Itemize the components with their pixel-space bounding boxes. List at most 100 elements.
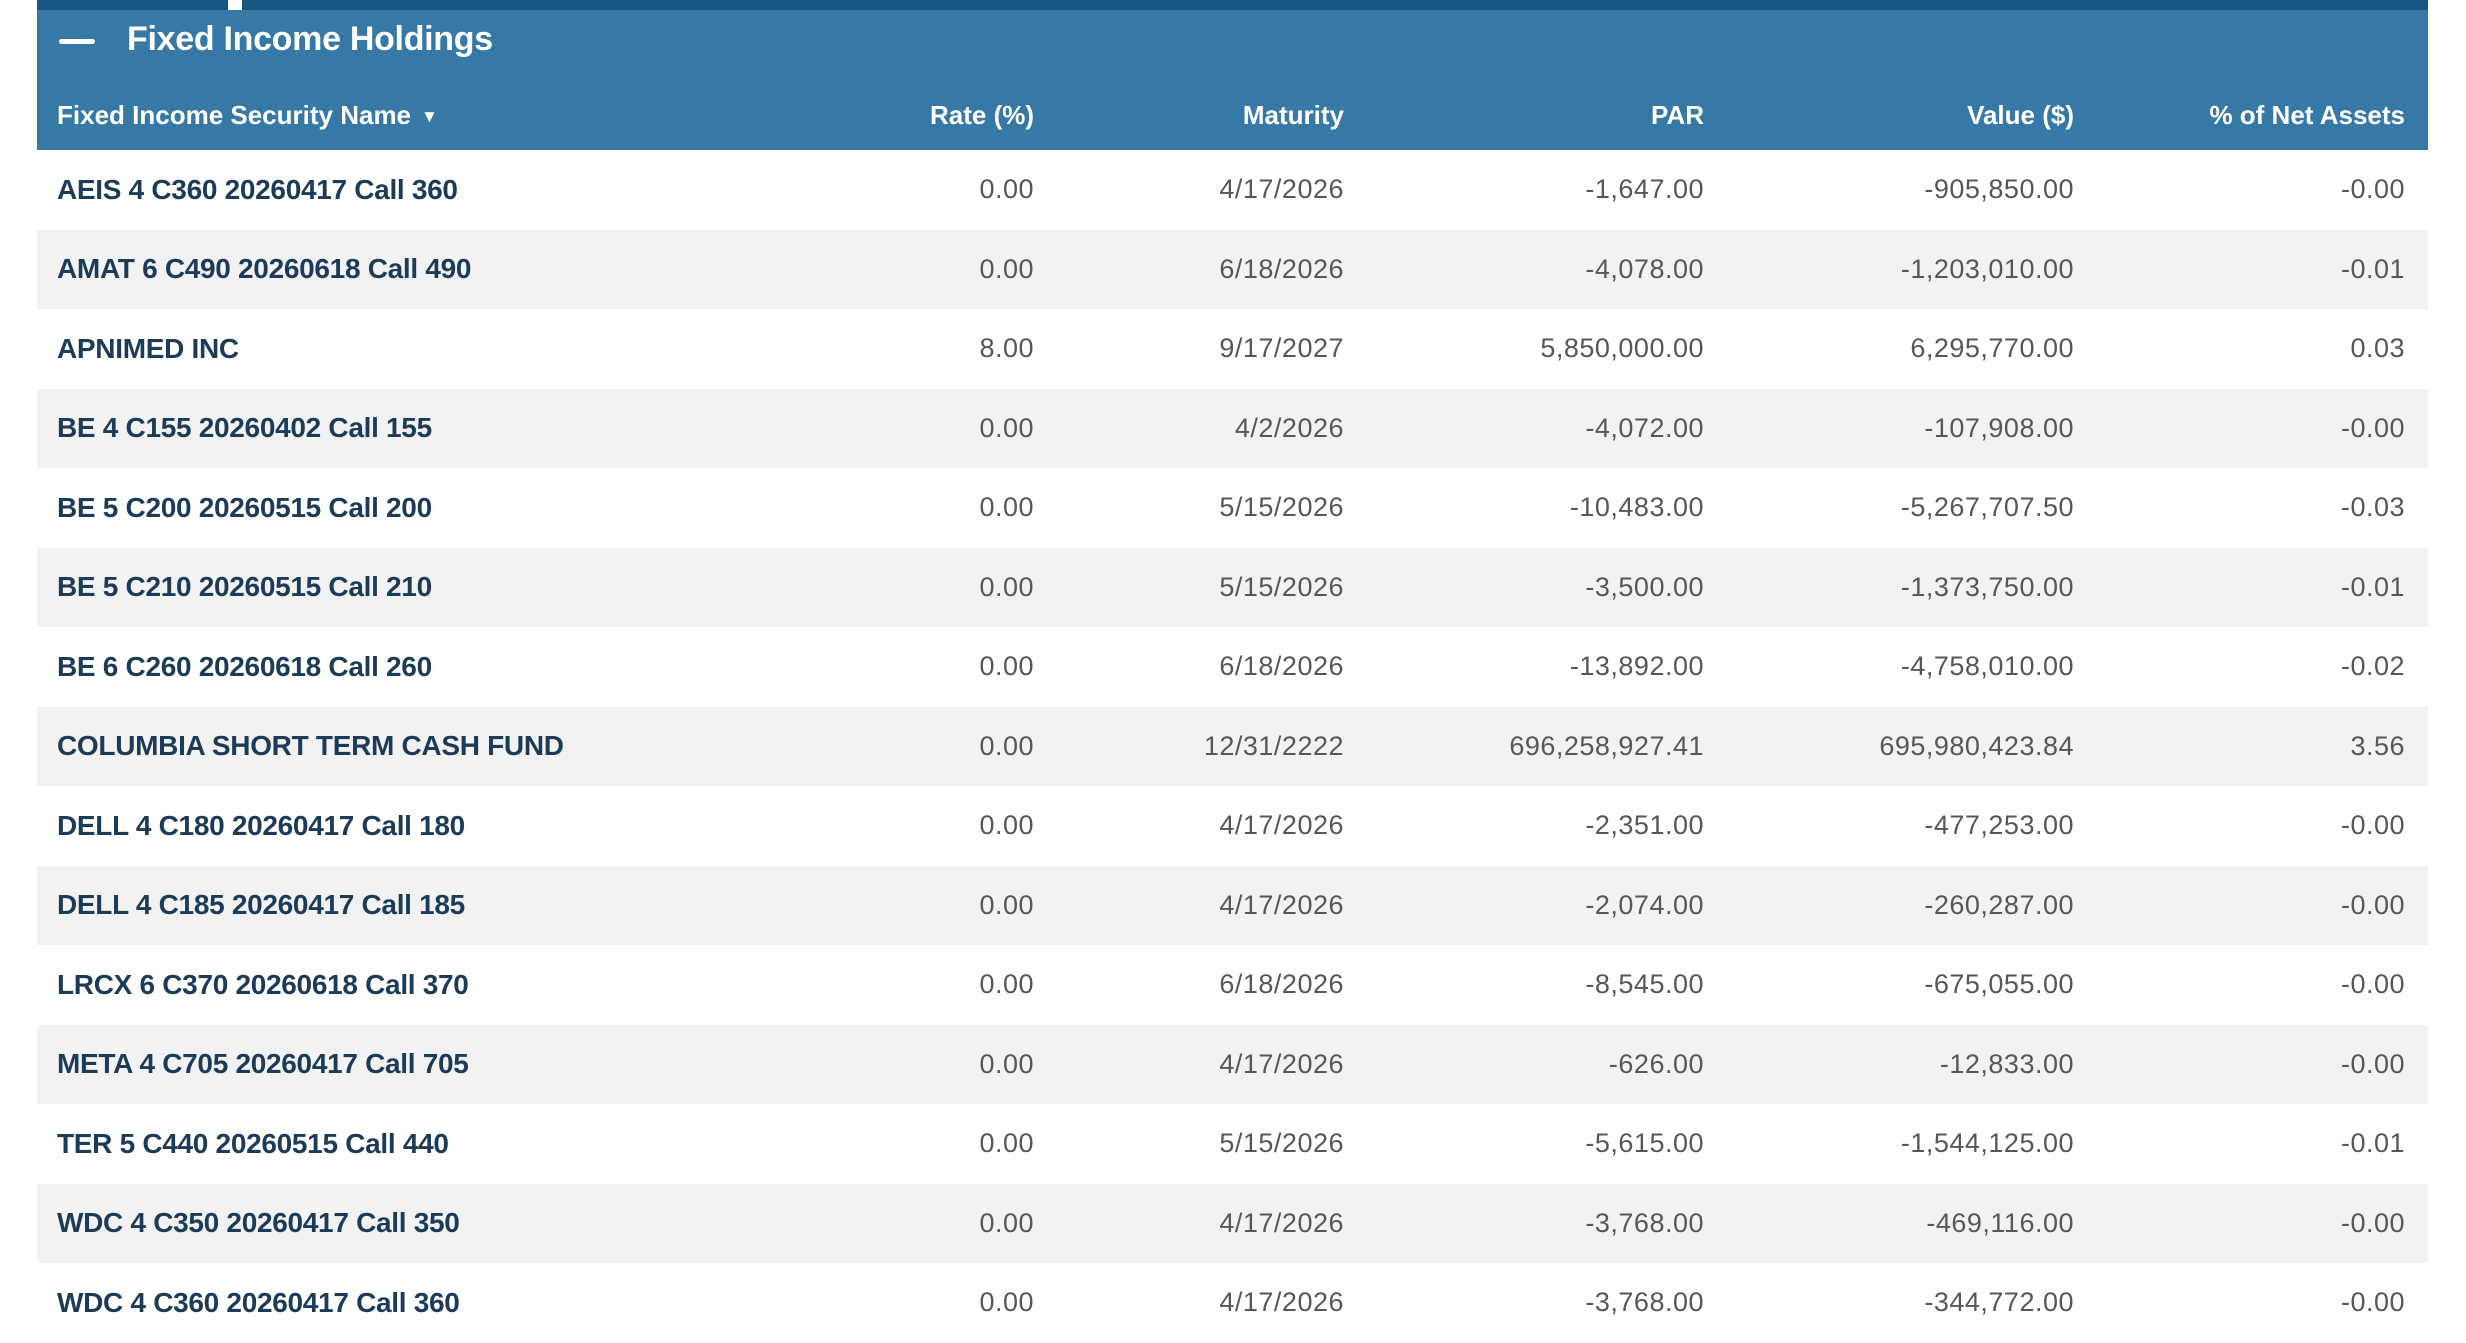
maturity-cell: 4/17/2026 — [1219, 1048, 1344, 1079]
security-name-cell: BE 6 C260 20260618 Call 260 — [57, 650, 432, 682]
security-name-cell: AEIS 4 C360 20260417 Call 360 — [57, 173, 458, 205]
value-cell: -4,758,010.00 — [1900, 651, 2074, 682]
table-row: DELL 4 C185 20260417 Call 185 0.00 4/17/… — [37, 865, 2428, 945]
column-header-pct-net-assets[interactable]: % of Net Assets — [2075, 98, 2428, 150]
security-name-cell: WDC 4 C350 20260417 Call 350 — [57, 1207, 460, 1239]
pct-net-assets-cell: -0.00 — [2340, 174, 2405, 205]
par-cell: -3,500.00 — [1585, 571, 1704, 602]
security-name-cell: BE 5 C210 20260515 Call 210 — [57, 571, 432, 603]
value-cell: 6,295,770.00 — [1910, 333, 2074, 364]
par-cell: -1,647.00 — [1585, 174, 1704, 205]
column-header-rate[interactable]: Rate (%) — [875, 98, 1035, 150]
value-cell: -675,055.00 — [1924, 969, 2074, 1000]
pct-net-assets-cell: -0.00 — [2340, 810, 2405, 841]
maturity-cell: 4/17/2026 — [1219, 889, 1344, 920]
par-cell: -5,615.00 — [1585, 1128, 1704, 1159]
holdings-table-body: AEIS 4 C360 20260417 Call 360 0.00 4/17/… — [37, 150, 2428, 1343]
rate-cell: 0.00 — [979, 492, 1034, 523]
par-cell: -4,072.00 — [1585, 412, 1704, 443]
value-cell: -5,267,707.50 — [1900, 492, 2074, 523]
sort-desc-icon: ▼ — [421, 107, 438, 127]
table-row: AMAT 6 C490 20260618 Call 490 0.00 6/18/… — [37, 229, 2428, 309]
table-row: AEIS 4 C360 20260417 Call 360 0.00 4/17/… — [37, 150, 2428, 230]
security-name-cell: LRCX 6 C370 20260618 Call 370 — [57, 968, 469, 1000]
holdings-table: Fixed Income Security Name ▼ Rate (%) Mat… — [37, 98, 2428, 1343]
par-cell: -3,768.00 — [1585, 1287, 1704, 1318]
security-name-cell: WDC 4 C360 20260417 Call 360 — [57, 1286, 460, 1318]
rate-cell: 0.00 — [979, 969, 1034, 1000]
table-row: BE 5 C210 20260515 Call 210 0.00 5/15/20… — [37, 547, 2428, 627]
value-cell: -905,850.00 — [1924, 174, 2074, 205]
value-cell: 695,980,423.84 — [1879, 730, 2074, 761]
rate-cell: 0.00 — [979, 651, 1034, 682]
security-name-cell: TER 5 C440 20260515 Call 440 — [57, 1127, 449, 1159]
maturity-cell: 5/15/2026 — [1219, 492, 1344, 523]
pct-net-assets-cell: 0.03 — [2350, 333, 2405, 364]
column-header-par[interactable]: PAR — [1345, 98, 1705, 150]
maturity-cell: 4/17/2026 — [1219, 1287, 1344, 1318]
maturity-cell: 5/15/2026 — [1219, 1128, 1344, 1159]
value-cell: -344,772.00 — [1924, 1287, 2074, 1318]
value-cell: -107,908.00 — [1924, 412, 2074, 443]
maturity-cell: 4/17/2026 — [1219, 1207, 1344, 1238]
security-name-cell: META 4 C705 20260417 Call 705 — [57, 1048, 469, 1080]
maturity-cell: 5/15/2026 — [1219, 571, 1344, 602]
value-cell: -1,544,125.00 — [1900, 1128, 2074, 1159]
value-cell: -469,116.00 — [1926, 1207, 2074, 1238]
column-header-value[interactable]: Value ($) — [1705, 98, 2075, 150]
rate-cell: 0.00 — [979, 174, 1034, 205]
pct-net-assets-cell: -0.01 — [2340, 253, 2405, 284]
table-row: WDC 4 C350 20260417 Call 350 0.00 4/17/2… — [37, 1183, 2428, 1263]
maturity-cell: 6/18/2026 — [1219, 651, 1344, 682]
par-cell: -626.00 — [1608, 1048, 1704, 1079]
par-cell: -2,351.00 — [1585, 810, 1704, 841]
value-cell: -12,833.00 — [1939, 1048, 2074, 1079]
rate-cell: 0.00 — [979, 889, 1034, 920]
rate-cell: 0.00 — [979, 1287, 1034, 1318]
security-name-cell: BE 4 C155 20260402 Call 155 — [57, 412, 432, 444]
par-cell: -2,074.00 — [1585, 889, 1704, 920]
pct-net-assets-cell: -0.00 — [2340, 412, 2405, 443]
pct-net-assets-cell: -0.01 — [2340, 1128, 2405, 1159]
maturity-cell: 4/2/2026 — [1234, 412, 1344, 443]
value-cell: -477,253.00 — [1924, 810, 2074, 841]
maturity-cell: 6/18/2026 — [1219, 969, 1344, 1000]
security-name-cell: DELL 4 C185 20260417 Call 185 — [57, 889, 465, 921]
table-row: BE 4 C155 20260402 Call 155 0.00 4/2/202… — [37, 388, 2428, 468]
par-cell: -10,483.00 — [1569, 492, 1704, 523]
security-name-cell: BE 5 C200 20260515 Call 200 — [57, 491, 432, 523]
maturity-cell: 12/31/2222 — [1203, 730, 1344, 761]
par-cell: -13,892.00 — [1569, 651, 1704, 682]
maturity-cell: 4/17/2026 — [1219, 174, 1344, 205]
pct-net-assets-cell: -0.00 — [2340, 969, 2405, 1000]
par-cell: 696,258,927.41 — [1509, 730, 1704, 761]
security-name-cell: COLUMBIA SHORT TERM CASH FUND — [57, 730, 564, 762]
security-name-cell: DELL 4 C180 20260417 Call 180 — [57, 809, 465, 841]
maturity-cell: 4/17/2026 — [1219, 810, 1344, 841]
security-name-cell: AMAT 6 C490 20260618 Call 490 — [57, 253, 472, 285]
top-divider-segment-left — [37, 0, 228, 10]
par-cell: -4,078.00 — [1585, 253, 1704, 284]
column-header-maturity[interactable]: Maturity — [1035, 98, 1345, 150]
pct-net-assets-cell: -0.01 — [2340, 571, 2405, 602]
value-cell: -1,373,750.00 — [1900, 571, 2074, 602]
value-cell: -1,203,010.00 — [1900, 253, 2074, 284]
table-row: TER 5 C440 20260515 Call 440 0.00 5/15/2… — [37, 1104, 2428, 1184]
par-cell: 5,850,000.00 — [1540, 333, 1704, 364]
column-header-security-name[interactable]: Fixed Income Security Name ▼ — [37, 98, 875, 150]
column-header-row: Fixed Income Security Name ▼ Rate (%) Mat… — [37, 98, 2428, 150]
section-header: Fixed Income Holdings — [37, 10, 2428, 98]
rate-cell: 0.00 — [979, 571, 1034, 602]
table-row: BE 6 C260 20260618 Call 260 0.00 6/18/20… — [37, 627, 2428, 707]
pct-net-assets-cell: -0.02 — [2340, 651, 2405, 682]
maturity-cell: 9/17/2027 — [1219, 333, 1344, 364]
table-row: LRCX 6 C370 20260618 Call 370 0.00 6/18/… — [37, 945, 2428, 1025]
pct-net-assets-cell: 3.56 — [2350, 730, 2405, 761]
fixed-income-holdings-section: Fixed Income Holdings Fixed Income Secur… — [37, 10, 2428, 1343]
rate-cell: 0.00 — [979, 1048, 1034, 1079]
pct-net-assets-cell: -0.00 — [2340, 1207, 2405, 1238]
rate-cell: 0.00 — [979, 253, 1034, 284]
rate-cell: 8.00 — [979, 333, 1034, 364]
rate-cell: 0.00 — [979, 1128, 1034, 1159]
collapse-section-icon[interactable] — [59, 38, 95, 44]
